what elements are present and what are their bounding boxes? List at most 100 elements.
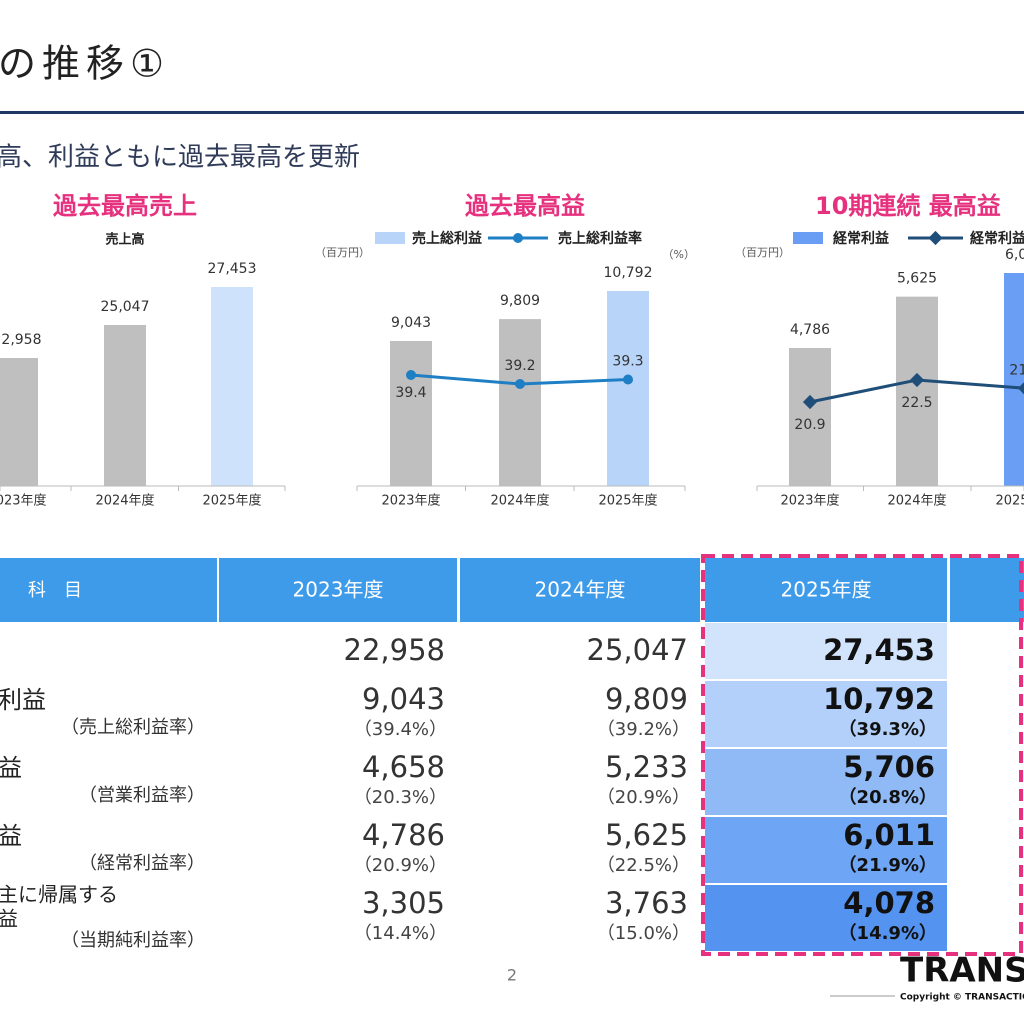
bar-value-label: 9,043	[391, 315, 431, 331]
row-label: 益	[0, 754, 22, 782]
highlight-cell	[705, 681, 947, 747]
highlight-cell	[705, 885, 947, 951]
x-tick-label: 2024年度	[95, 493, 154, 509]
highlight-value: 4,078	[843, 886, 935, 920]
table-value: 9,043	[362, 682, 445, 716]
header-cell	[950, 558, 1024, 622]
line-point	[515, 379, 525, 389]
table-value: 5,625	[605, 818, 688, 852]
header-label: 2024年度	[535, 578, 626, 602]
legend-marker	[513, 233, 523, 243]
x-tick-label: 2024年度	[490, 493, 549, 509]
table-rate: （15.0%）	[597, 923, 690, 944]
highlight-rate: （20.8%）	[839, 787, 937, 808]
highlight-cell	[705, 623, 947, 679]
table-rate: （39.2%）	[597, 719, 690, 740]
table-value: 25,047	[587, 633, 688, 667]
title-rule	[0, 111, 1024, 114]
row-sub-label: （営業利益率）	[79, 785, 205, 806]
header-label: 科 目	[28, 580, 82, 601]
row-label: 益	[0, 822, 22, 850]
table-value: 3,763	[605, 886, 688, 920]
row-sub-label: （経常利益率）	[79, 853, 205, 874]
unit-label: （百万円）	[315, 246, 370, 259]
highlight-rate: （14.9%）	[839, 923, 937, 944]
highlight-rate: （39.3%）	[839, 719, 937, 740]
line-point	[623, 374, 633, 385]
legend-label: 経常利益率	[970, 230, 1024, 247]
line-value-label: 39.4	[395, 385, 426, 401]
table-rate: （14.4%）	[354, 923, 447, 944]
table-value: 4,786	[362, 818, 445, 852]
bar-value-label: 22,958	[0, 332, 42, 348]
row-label: 益	[0, 907, 18, 931]
row-sub-label: （売上総利益率）	[61, 717, 205, 738]
x-tick-label: 2025年度	[202, 493, 261, 509]
bar	[789, 348, 831, 486]
table-value: 5,233	[605, 750, 688, 784]
chart-highlight: 10期連続 最高益	[815, 192, 1001, 220]
highlight-value: 5,706	[843, 750, 935, 784]
table-rate: （20.3%）	[354, 787, 447, 808]
x-tick-label: 2023年度	[0, 493, 47, 509]
header-cell	[460, 558, 700, 622]
bar-value-label: 4,786	[790, 322, 830, 338]
page-number: 2	[507, 966, 517, 985]
header-label: 2025年度	[781, 578, 872, 602]
unit-label: （百万円）	[735, 246, 790, 259]
x-tick-label: 2023年度	[381, 493, 440, 509]
bar	[104, 325, 146, 486]
header-label: 2023年度	[293, 578, 384, 602]
bar	[607, 291, 649, 486]
table-rate: （20.9%）	[597, 787, 690, 808]
line-value-label: 22.5	[901, 395, 932, 411]
legend-swatch	[375, 232, 405, 244]
table-rate: （22.5%）	[597, 855, 690, 876]
line-point	[1017, 381, 1024, 396]
bar	[896, 296, 938, 486]
chart-highlight: 過去最高売上	[53, 192, 197, 220]
legend-swatch	[793, 232, 823, 244]
bar-value-label: 25,047	[101, 299, 150, 315]
unit-label: （%）	[663, 248, 695, 261]
highlight-value: 6,011	[843, 818, 935, 852]
x-tick-label: 2025年度	[598, 493, 657, 509]
bar	[211, 287, 253, 486]
bar-value-label: 27,453	[208, 261, 257, 277]
slide-title: の推移①	[0, 42, 170, 86]
header-cell	[705, 558, 947, 622]
highlight-value: 27,453	[823, 633, 935, 667]
bar	[390, 341, 432, 486]
logo: TRANSA	[900, 951, 1024, 991]
x-tick-label: 2024年度	[887, 493, 946, 509]
bar	[1004, 273, 1024, 486]
bar	[0, 358, 38, 486]
header-cell	[0, 558, 217, 622]
row-sub-label: （当期純利益率）	[61, 930, 205, 951]
legend-label: 経常利益	[833, 230, 889, 247]
table-value: 22,958	[344, 633, 445, 667]
line-point	[909, 372, 925, 388]
bar-value-label: 9,809	[500, 293, 540, 309]
table-value: 3,305	[362, 886, 445, 920]
highlight-cell	[705, 749, 947, 815]
highlight-value: 10,792	[823, 682, 935, 716]
table-value: 9,809	[605, 682, 688, 716]
bar-value-label: 5,625	[897, 271, 937, 287]
bar-value-label: 6,011	[1005, 247, 1024, 263]
line-value-label: 21.9	[1009, 362, 1024, 378]
table-rate: （20.9%）	[354, 855, 447, 876]
line-point	[802, 394, 818, 410]
subtitle: 高、利益ともに過去最高を更新	[0, 143, 360, 173]
bar-value-label: 10,792	[604, 265, 653, 281]
line-value-label: 39.2	[504, 358, 535, 374]
chart-title: 売上高	[105, 232, 144, 248]
table-value: 4,658	[362, 750, 445, 784]
x-tick-label: 2023年度	[780, 493, 839, 509]
chart-highlight: 過去最高益	[465, 192, 585, 220]
highlight-rate: （21.9%）	[839, 855, 937, 876]
table-rate: （39.4%）	[354, 719, 447, 740]
bar	[499, 319, 541, 486]
row-label: 主に帰属する	[0, 883, 118, 907]
